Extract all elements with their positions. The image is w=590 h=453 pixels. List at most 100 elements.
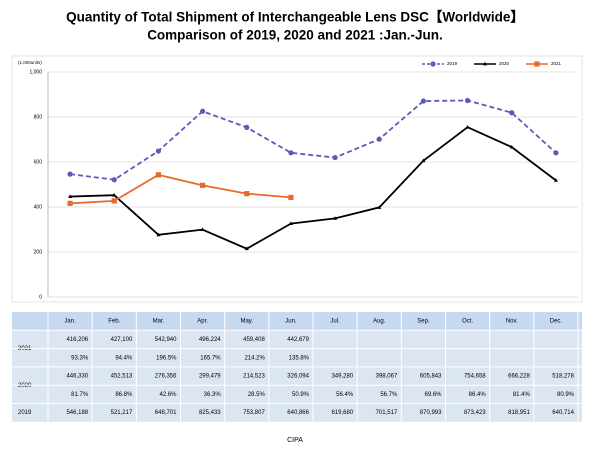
point-marker — [67, 200, 73, 206]
table-ratio: 69.6% — [424, 392, 442, 398]
table-row-header: 2021 — [18, 346, 32, 352]
point-marker — [111, 198, 117, 204]
point-marker — [68, 194, 73, 198]
chart-frame — [11, 55, 583, 303]
table-value: 299,479 — [199, 374, 221, 380]
table-header: Jul. — [330, 319, 340, 325]
table-ratio: 93.3% — [71, 355, 89, 361]
table-value: 873,423 — [464, 410, 486, 416]
table-ratio: 81.7% — [71, 392, 89, 398]
table-ratio: 86.8% — [115, 392, 133, 398]
y-axis-label: (1,000units) — [18, 60, 42, 65]
y-tick-label: 1,000 — [29, 69, 42, 75]
point-marker — [155, 172, 162, 178]
point-marker — [155, 148, 162, 154]
table-value: 521,217 — [111, 410, 133, 416]
table-header: Mar. — [153, 319, 165, 325]
point-marker — [244, 246, 249, 251]
table-value: 452,513 — [111, 374, 133, 380]
point-marker — [244, 191, 250, 197]
table-value: 442,679 — [287, 337, 309, 343]
table-ratio: 196.5% — [156, 355, 177, 361]
point-marker — [421, 158, 426, 163]
table-header: Oct. — [462, 319, 473, 325]
table-header: Feb. — [108, 319, 120, 325]
point-marker — [288, 150, 294, 156]
legend-label: 2019 — [447, 61, 458, 66]
table-value: 870,993 — [420, 410, 442, 416]
source: CIPA — [287, 437, 303, 444]
table-ratio: 56.4% — [336, 392, 354, 398]
point-marker — [288, 194, 294, 200]
point-marker — [244, 124, 250, 130]
point-marker — [430, 61, 436, 67]
point-marker — [553, 150, 559, 156]
series-line — [70, 173, 291, 205]
point-marker — [332, 154, 338, 161]
table-ratio: 28.5% — [248, 392, 266, 398]
series-line — [69, 99, 557, 181]
point-marker — [465, 125, 470, 129]
table-ratio: 56.7% — [380, 392, 398, 398]
point-marker — [200, 227, 205, 232]
table-value: 701,517 — [376, 410, 398, 416]
y-tick-label: 0 — [39, 294, 42, 300]
point-marker — [509, 110, 515, 116]
table-value: 496,224 — [199, 337, 221, 343]
table-value: 754,658 — [464, 374, 486, 380]
table-header: Nov. — [506, 319, 518, 325]
table-value: 619,680 — [331, 410, 353, 416]
point-marker — [534, 61, 540, 67]
point-marker — [377, 205, 382, 209]
table-value: 640,714 — [552, 410, 574, 416]
point-marker — [112, 192, 117, 197]
table-ratio: 135.8% — [289, 355, 310, 361]
table-value: 416,206 — [66, 337, 88, 343]
table-header: Sep. — [417, 319, 430, 325]
y-tick-label: 800 — [34, 114, 43, 120]
table-value: 605,843 — [420, 374, 442, 380]
table-header: Dec. — [550, 319, 563, 325]
y-tick-label: 400 — [34, 204, 43, 210]
table-value: 753,807 — [243, 410, 265, 416]
point-marker — [376, 136, 382, 142]
table-row-header: 2019 — [18, 410, 32, 416]
table-value: 542,940 — [155, 337, 177, 343]
table-ratio: 81.4% — [513, 392, 531, 398]
point-marker — [199, 182, 206, 188]
table-header: Jan. — [64, 319, 76, 325]
table-header: Jun. — [285, 319, 297, 325]
chart-subtitle: Comparison of 2019, 2020 and 2021 :Jan.-… — [147, 28, 443, 43]
y-tick-label: 600 — [34, 159, 43, 165]
table-value: 546,188 — [66, 410, 88, 416]
table-value: 518,278 — [552, 374, 574, 380]
table-value: 326,094 — [287, 374, 309, 380]
table-header-bg — [12, 312, 582, 331]
table-ratio: 80.9% — [557, 392, 575, 398]
point-marker — [483, 61, 487, 66]
table-header: Aug. — [373, 319, 386, 325]
series-line — [70, 126, 557, 250]
y-tick-label: 200 — [34, 249, 43, 255]
point-marker — [553, 178, 558, 182]
table-value: 427,100 — [111, 337, 133, 343]
table-value: 666,228 — [508, 374, 530, 380]
table-value: 276,356 — [155, 374, 177, 380]
table-value: 349,280 — [331, 374, 353, 380]
point-marker — [420, 98, 427, 104]
table-value: 648,701 — [155, 410, 177, 416]
point-marker — [288, 221, 293, 226]
point-marker — [111, 177, 117, 183]
table-ratio: 36.3% — [204, 392, 222, 398]
table-value: 459,408 — [243, 337, 265, 343]
table-header: May. — [240, 319, 253, 325]
table-value: 640,866 — [287, 410, 309, 416]
table-ratio: 42.6% — [159, 392, 177, 398]
point-marker — [464, 97, 471, 104]
table-value: 446,330 — [66, 374, 88, 380]
table-value: 214,523 — [243, 374, 265, 380]
table-ratio: 214.2% — [244, 355, 265, 361]
table-row-bg — [12, 403, 582, 422]
chart-title: Quantity of Total Shipment of Interchang… — [66, 10, 524, 25]
